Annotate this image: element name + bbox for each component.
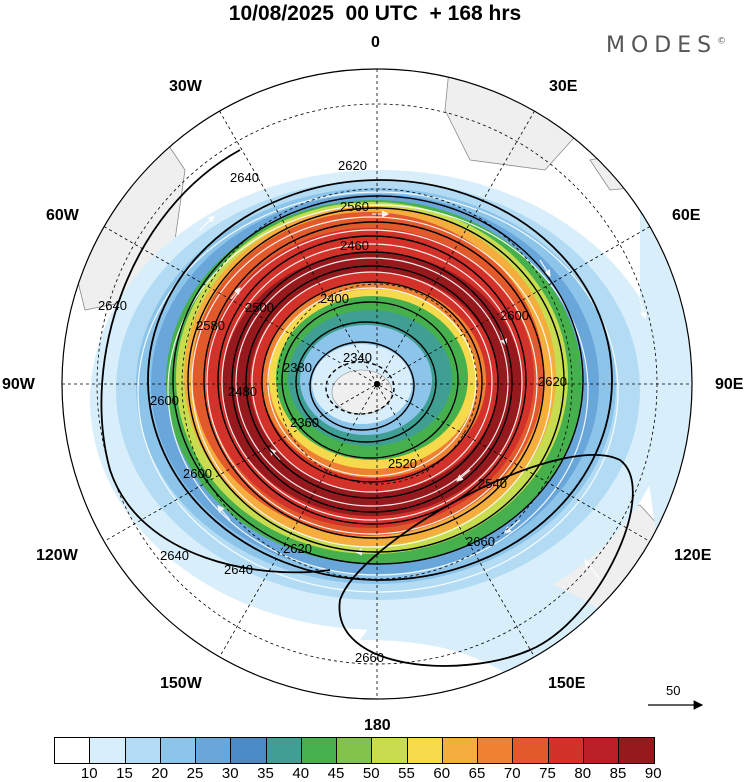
streamlines: [137, 191, 647, 593]
colorbar-cell: [55, 738, 91, 763]
contour-label: 2620: [338, 158, 367, 173]
colorbar-cell: [513, 738, 549, 763]
contour-label: 2580: [196, 318, 225, 333]
colorbar-tick-label: 70: [503, 765, 521, 782]
colorbar-cell: [337, 738, 373, 763]
contour-label: 2600: [183, 466, 212, 481]
contour-2380: [295, 321, 437, 443]
contour-2600: [187, 207, 565, 553]
modes-logo: MODES©: [606, 33, 726, 58]
contour-label: 2340: [343, 350, 372, 365]
colorbar-cell: [372, 738, 408, 763]
contour-label: 2400: [320, 291, 349, 306]
colorbar: [54, 737, 656, 764]
colorbar-tick-label: 50: [362, 765, 380, 782]
colorbar-tick-label: 20: [151, 765, 169, 782]
lon-label-150e: 150E: [548, 675, 586, 692]
contour-label: 2520: [388, 456, 417, 471]
lon-label-180: 180: [364, 717, 391, 734]
contour-label: 2540: [478, 476, 507, 491]
colorbar-tick-label: 85: [609, 765, 627, 782]
land-east-islands: [589, 149, 661, 191]
contour-label: 2660: [355, 650, 384, 665]
colorbar-tick-label: 90: [644, 765, 662, 782]
colorbar-tick-label: 65: [468, 765, 486, 782]
contour-2640: [147, 179, 613, 581]
lon-label-0: 0: [371, 34, 380, 51]
colorbar-cell: [90, 738, 126, 763]
contour-label: 2460: [340, 238, 369, 253]
lon-label-90e: 90E: [715, 376, 744, 393]
contour-2460: [261, 281, 483, 483]
contour-2340: [325, 361, 395, 415]
colorbar-cell: [125, 738, 161, 763]
colorbar-tick-label: 15: [116, 765, 133, 782]
contour-label: 2640: [98, 298, 127, 313]
lon-label-120e: 120E: [674, 547, 712, 564]
contour-2540: [231, 251, 513, 513]
height-contours: [100, 149, 634, 667]
chart-title: 10/08/2025 00 UTC + 168 hrs: [228, 2, 522, 25]
colorbar-tick-label: 75: [539, 765, 556, 782]
colorbar-cell: [619, 738, 655, 763]
colorbar-tick-label: 55: [398, 765, 415, 782]
map-content: 2340 2360 2380 2400 2460 2480 2500 2520 …: [62, 69, 692, 699]
colorbar-cell: [160, 738, 196, 763]
colorbar-tick-label: 30: [221, 765, 239, 782]
colorbar-tick-label: 40: [292, 765, 310, 782]
lon-label-90w: 90W: [2, 376, 35, 393]
lon-label-150w: 150W: [160, 675, 202, 692]
contour-label: 2600: [150, 393, 179, 408]
contour-label: 2640: [230, 170, 259, 185]
colorbar-tick-label: 35: [257, 765, 274, 782]
lon-label-120w: 120W: [36, 547, 78, 564]
contour-label: 2560: [340, 199, 369, 214]
colorbar-tick-label: 10: [80, 765, 98, 782]
lon-label-30e: 30E: [549, 78, 578, 95]
pole-marker: [374, 381, 380, 387]
colorbar-cell: [196, 738, 232, 763]
contour-label: 2640: [160, 548, 189, 563]
colorbar-tick-label: 25: [186, 765, 204, 782]
contour-labels: 2340 2360 2380 2400 2460 2480 2500 2520 …: [98, 158, 567, 665]
contour-label: 2660: [466, 534, 495, 549]
contour-label: 2380: [283, 360, 312, 375]
contour-label: 2480: [228, 384, 257, 399]
wind-speed-shading: [90, 170, 692, 699]
land-africa: [444, 69, 591, 171]
colorbar-tick-label: 60: [433, 765, 451, 782]
lon-label-60w: 60W: [46, 207, 79, 224]
contour-label: 2620: [538, 374, 567, 389]
brand-name: MODES: [606, 33, 718, 58]
polar-map: 2340 2360 2380 2400 2460 2480 2500 2520 …: [61, 68, 704, 710]
contour-2400: [281, 301, 459, 459]
graticule: [62, 69, 692, 699]
contour-2360: [309, 341, 415, 431]
contour-2620: [172, 195, 584, 565]
contour-label: 2600: [500, 308, 529, 323]
colorbar-cell: [407, 738, 443, 763]
reference-vector-label: 50: [666, 683, 681, 698]
colorbar-cell: [478, 738, 514, 763]
brand-mark: ©: [717, 36, 727, 47]
colorbar-cell: [583, 738, 619, 763]
contour-label: 2360: [290, 415, 319, 430]
contour-2580: [203, 221, 545, 539]
contour-label: 2640: [224, 562, 253, 577]
map-boundary: [61, 68, 693, 700]
lon-label-60e: 60E: [672, 207, 701, 224]
colorbar-cell: [231, 738, 267, 763]
colorbar-tick-label: 45: [327, 765, 345, 782]
colorbar-cell: [548, 738, 584, 763]
colorbar-cell: [442, 738, 478, 763]
contour-2660: [338, 454, 634, 667]
contour-label: 2620: [283, 541, 312, 556]
colorbar-cell: [301, 738, 337, 763]
contour-2500: [245, 265, 499, 499]
lon-label-30w: 30W: [169, 78, 202, 95]
colorbar-cell: [266, 738, 302, 763]
colorbar-tick-label: 80: [574, 765, 592, 782]
contour-label: 2500: [245, 300, 274, 315]
contour-2560: [217, 235, 527, 525]
